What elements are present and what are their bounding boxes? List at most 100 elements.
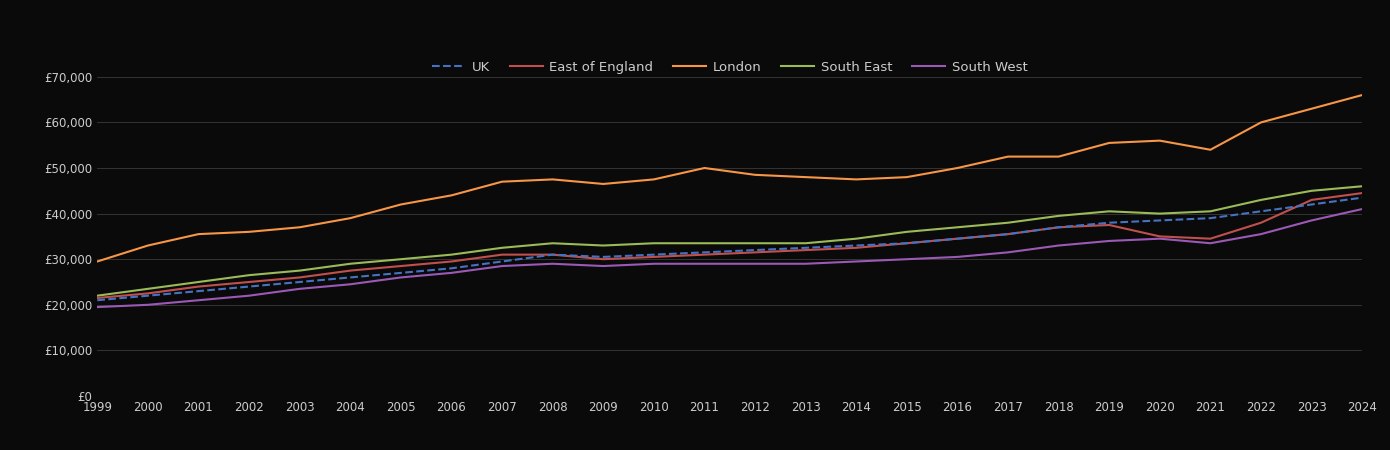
UK xyxy=(595,254,612,260)
UK xyxy=(139,293,156,298)
South West xyxy=(1101,238,1118,243)
East of England xyxy=(746,250,763,255)
East of England xyxy=(949,236,966,241)
London xyxy=(1304,106,1320,112)
South East xyxy=(1151,211,1168,216)
London xyxy=(493,179,510,184)
London xyxy=(645,177,662,182)
South West xyxy=(696,261,713,266)
East of England xyxy=(898,241,915,246)
South East xyxy=(545,241,562,246)
South West xyxy=(139,302,156,307)
South East xyxy=(443,252,460,257)
UK xyxy=(898,241,915,246)
UK xyxy=(798,245,815,251)
East of England xyxy=(848,245,865,251)
London xyxy=(696,165,713,171)
South West xyxy=(1252,231,1269,237)
East of England xyxy=(342,268,359,273)
South East xyxy=(746,241,763,246)
London xyxy=(1354,92,1371,98)
Legend: UK, East of England, London, South East, South West: UK, East of England, London, South East,… xyxy=(432,61,1027,74)
UK xyxy=(1304,202,1320,207)
London xyxy=(1101,140,1118,146)
UK xyxy=(746,248,763,253)
South West xyxy=(949,254,966,260)
South West xyxy=(1304,218,1320,223)
London xyxy=(848,177,865,182)
South East xyxy=(292,268,309,273)
London xyxy=(89,259,106,264)
South East xyxy=(645,241,662,246)
South West xyxy=(292,286,309,292)
South East xyxy=(696,241,713,246)
UK xyxy=(696,250,713,255)
South West xyxy=(240,293,257,298)
East of England xyxy=(139,291,156,296)
UK xyxy=(1051,225,1068,230)
London xyxy=(1202,147,1219,153)
South East xyxy=(493,245,510,251)
East of England xyxy=(392,263,409,269)
East of England xyxy=(443,259,460,264)
London xyxy=(1151,138,1168,144)
South West xyxy=(1151,236,1168,241)
South East xyxy=(595,243,612,248)
London xyxy=(999,154,1016,159)
South East xyxy=(1051,213,1068,219)
South East xyxy=(1202,209,1219,214)
South East xyxy=(139,286,156,292)
South East xyxy=(798,241,815,246)
UK xyxy=(493,259,510,264)
South East xyxy=(898,229,915,234)
UK xyxy=(1354,195,1371,200)
UK xyxy=(848,243,865,248)
Line: East of England: East of England xyxy=(97,193,1362,298)
Line: South West: South West xyxy=(97,209,1362,307)
London xyxy=(1252,120,1269,125)
East of England xyxy=(1354,190,1371,196)
UK xyxy=(645,252,662,257)
South East xyxy=(190,279,207,285)
East of England xyxy=(696,252,713,257)
UK xyxy=(1151,218,1168,223)
South East xyxy=(1354,184,1371,189)
South West xyxy=(1202,241,1219,246)
East of England xyxy=(89,295,106,301)
South West xyxy=(746,261,763,266)
South East xyxy=(392,256,409,262)
East of England xyxy=(292,275,309,280)
London xyxy=(595,181,612,187)
UK xyxy=(190,288,207,294)
South West xyxy=(999,250,1016,255)
London xyxy=(746,172,763,178)
East of England xyxy=(190,284,207,289)
South West xyxy=(545,261,562,266)
London xyxy=(545,177,562,182)
London xyxy=(392,202,409,207)
Line: London: London xyxy=(97,95,1362,261)
South West xyxy=(89,304,106,310)
UK xyxy=(392,270,409,275)
South West xyxy=(595,263,612,269)
London xyxy=(240,229,257,234)
East of England xyxy=(645,254,662,260)
Line: South East: South East xyxy=(97,186,1362,296)
East of England xyxy=(493,252,510,257)
South West xyxy=(392,275,409,280)
South West xyxy=(342,282,359,287)
South West xyxy=(443,270,460,275)
East of England xyxy=(1252,220,1269,225)
London xyxy=(798,175,815,180)
South West xyxy=(848,259,865,264)
South East xyxy=(342,261,359,266)
UK xyxy=(240,284,257,289)
South East xyxy=(89,293,106,298)
South West xyxy=(645,261,662,266)
South West xyxy=(190,297,207,303)
London xyxy=(342,216,359,221)
UK xyxy=(999,231,1016,237)
UK xyxy=(89,297,106,303)
East of England xyxy=(1202,236,1219,241)
London xyxy=(190,231,207,237)
